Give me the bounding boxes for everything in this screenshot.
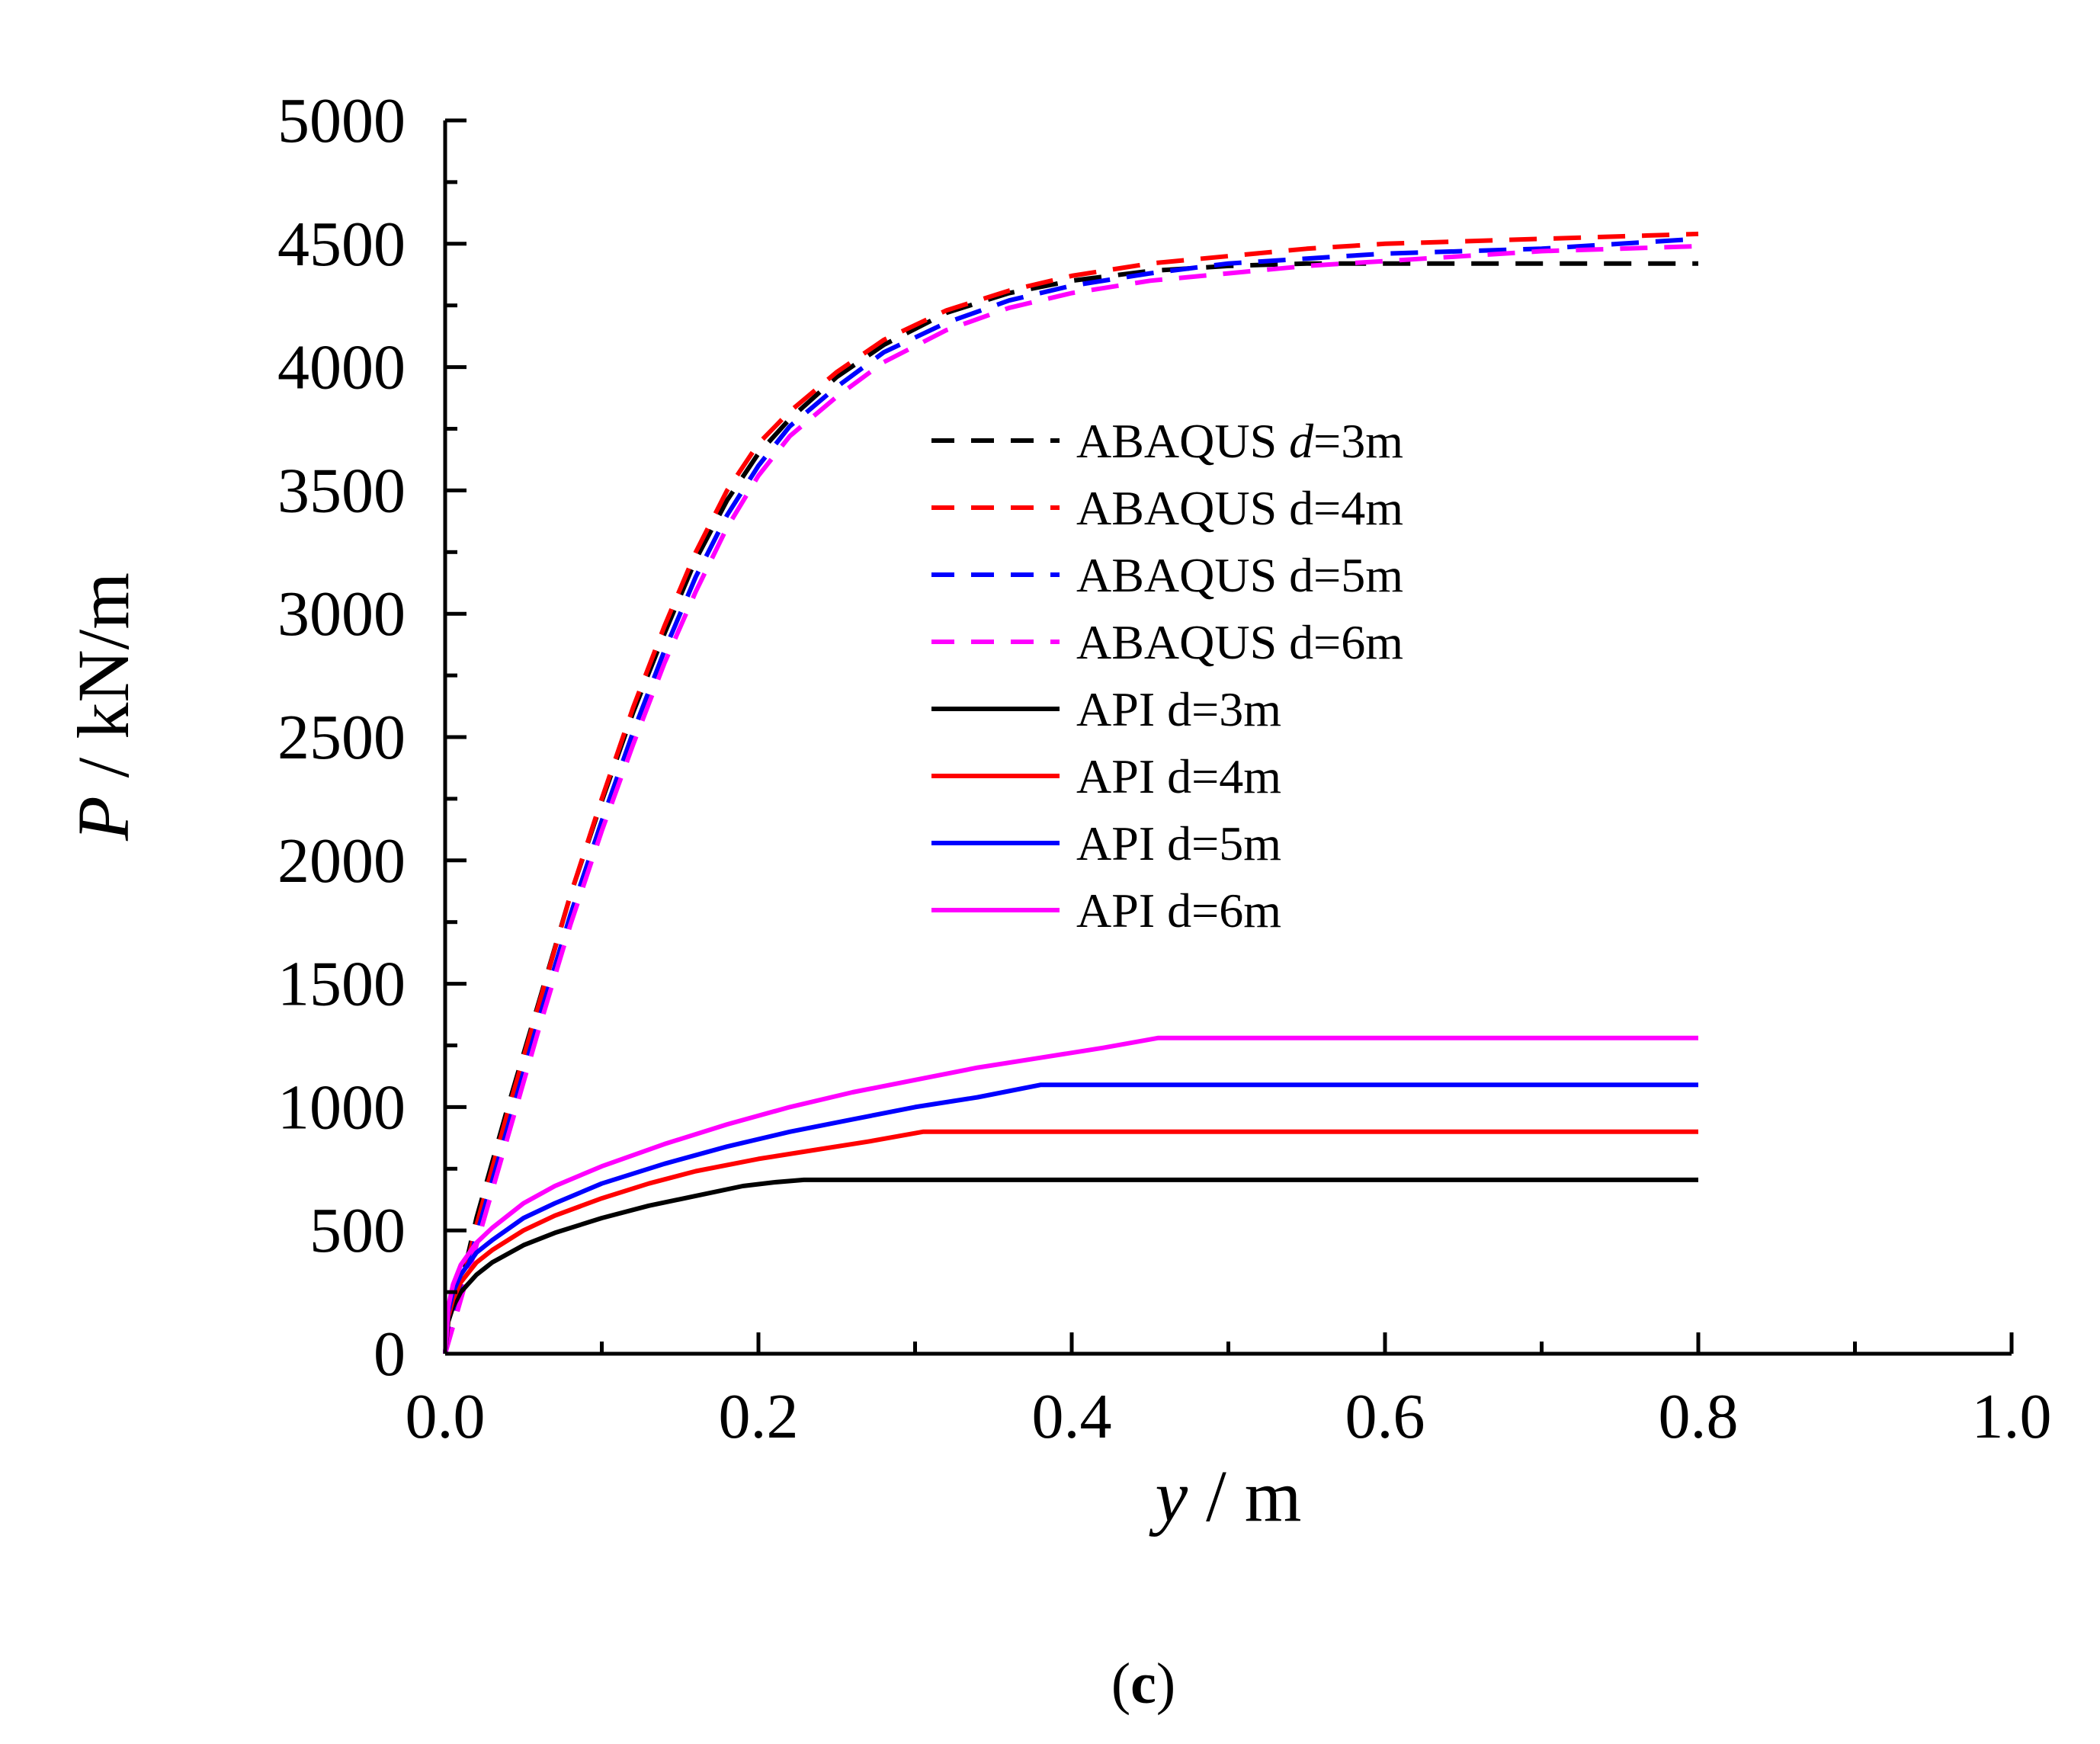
- legend-label: ABAQUS d=5m: [1076, 548, 1403, 602]
- x-tick-label: 0.0: [406, 1381, 486, 1452]
- series-line-abaqus-d-3m: [443, 261, 1698, 1354]
- y-tick-label: 1000: [277, 1072, 406, 1143]
- x-axis-unit: / m: [1188, 1455, 1301, 1537]
- y-tick-label: 2500: [277, 702, 406, 773]
- x-tick-label: 1.0: [1972, 1381, 2052, 1452]
- y-tick-label: 4000: [277, 332, 406, 403]
- legend-label-suffix: d=4m: [1289, 481, 1403, 535]
- y-ticks: 0 500 1000 1500 2000 2500 3000 3500 4000 4500 5000: [277, 85, 466, 1390]
- legend-label: ABAQUS d=4m: [1076, 481, 1403, 535]
- legend-label-prefix: API d=6m: [1076, 883, 1281, 938]
- y-axis-title: P / kN/m: [63, 572, 144, 842]
- legend-label-suffix: d=6m: [1289, 615, 1403, 669]
- legend-label-prefix: ABAQUS: [1076, 414, 1289, 468]
- legend-label: API d=6m: [1076, 883, 1281, 938]
- x-tick-label: 0.2: [719, 1381, 799, 1452]
- figure-caption: (c): [1111, 1652, 1175, 1716]
- series-line-api-d-5m: [443, 1082, 1698, 1354]
- x-tick-label: 0.6: [1345, 1381, 1425, 1452]
- legend-label-prefix: API d=3m: [1076, 682, 1281, 736]
- legend-label: API d=3m: [1076, 682, 1281, 736]
- x-axis-variable: y: [1149, 1455, 1188, 1537]
- y-axis-unit: / kN/m: [63, 572, 144, 796]
- legend-label-prefix: API d=5m: [1076, 816, 1281, 870]
- legend-label: ABAQUS d=6m: [1076, 615, 1403, 669]
- y-tick-label: 4500: [277, 209, 406, 280]
- series-line-abaqus-d-5m: [443, 236, 1699, 1354]
- y-tick-label: 2000: [277, 826, 406, 896]
- series-line-abaqus-d-6m: [443, 244, 1699, 1354]
- series-line-api-d-6m: [443, 1035, 1698, 1354]
- legend-label: API d=4m: [1076, 749, 1281, 803]
- caption-letter: c: [1130, 1652, 1156, 1716]
- y-tick-label: 0: [374, 1319, 406, 1390]
- axes: 0.0 0.2 0.4 0.6 0.8 1.0 0 500 1000 1500 2000 2500 3…: [277, 85, 2052, 1452]
- legend-label-prefix: ABAQUS: [1076, 481, 1289, 535]
- legend-label-suffix: d=5m: [1289, 548, 1403, 602]
- x-tick-label: 0.8: [1659, 1381, 1739, 1452]
- legend-label-prefix: ABAQUS: [1076, 615, 1289, 669]
- legend-label-prefix: API d=4m: [1076, 749, 1281, 803]
- series-layer: [443, 231, 1699, 1354]
- legend-label-variable: d: [1289, 414, 1314, 468]
- caption-close: ): [1156, 1652, 1175, 1716]
- x-tick-label: 0.4: [1032, 1381, 1112, 1452]
- legend-label-prefix: ABAQUS: [1076, 548, 1289, 602]
- series-line-abaqus-d-4m: [443, 231, 1699, 1354]
- y-tick-label: 3500: [277, 455, 406, 526]
- legend-label: API d=5m: [1076, 816, 1281, 870]
- legend-label: ABAQUS d=3m: [1076, 414, 1403, 468]
- y-axis-variable: P: [63, 796, 144, 842]
- x-axis-title: y / m: [1149, 1455, 1302, 1537]
- y-tick-label: 3000: [277, 579, 406, 649]
- y-tick-label: 1500: [277, 949, 406, 1020]
- series-line-api-d-4m: [443, 1129, 1698, 1354]
- series-line-api-d-3m: [443, 1177, 1698, 1354]
- x-ticks: 0.0 0.2 0.4 0.6 0.8 1.0: [406, 1332, 2052, 1452]
- y-tick-label: 5000: [277, 85, 406, 156]
- caption-open: (: [1111, 1652, 1130, 1716]
- legend-label-suffix: =3m: [1313, 414, 1403, 468]
- y-tick-label: 500: [309, 1195, 406, 1266]
- plot-area: [443, 231, 1699, 1354]
